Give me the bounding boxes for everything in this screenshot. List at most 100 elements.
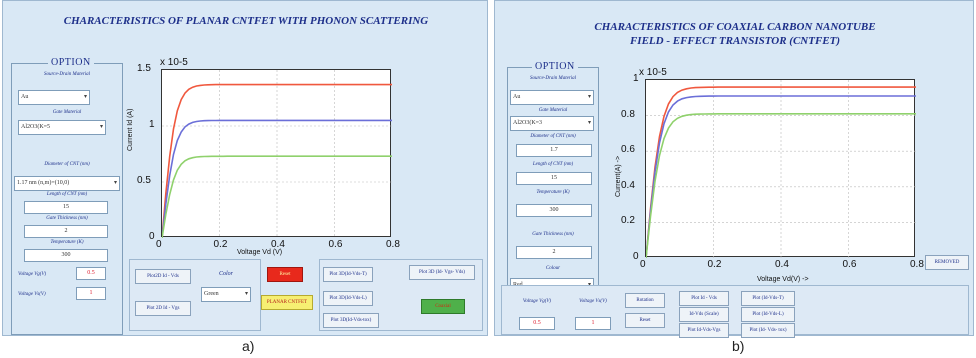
x-tick-label: 0.4 bbox=[775, 259, 789, 270]
temperature-input[interactable]: 300 bbox=[24, 249, 108, 262]
color-select[interactable]: Green ▾ bbox=[201, 287, 251, 302]
gate-thickness-label: Gate Thickness (nm) bbox=[46, 216, 88, 221]
y-tick-label: 0.6 bbox=[621, 144, 635, 156]
x-tick-label: 0 bbox=[156, 239, 162, 250]
vs-label: Voltage Vs(V) bbox=[18, 292, 46, 297]
caption-b: b) bbox=[732, 338, 745, 354]
planar-cntfet-button[interactable]: PLANAR CNTFET bbox=[261, 295, 313, 310]
x-tick-label: 0.8 bbox=[386, 239, 400, 250]
x-tick-label: 0.6 bbox=[328, 239, 343, 250]
series-line-0 bbox=[162, 83, 392, 238]
vs-input[interactable]: 1 bbox=[76, 287, 106, 300]
plot3d-id-vds-l-button[interactable]: Plot 3D(Id-Vds-L) bbox=[323, 291, 373, 306]
series-line-1 bbox=[162, 119, 392, 238]
plot-id-vds-button[interactable]: Plot Id - Vds bbox=[679, 291, 729, 306]
id-vd-plot bbox=[161, 69, 392, 238]
diameter-label: Diameter of CNT (nm) bbox=[530, 134, 576, 139]
y-axis-label: Current Id (A) bbox=[127, 108, 134, 151]
source-drain-select[interactable]: Au ▾ bbox=[510, 90, 594, 105]
vg-input[interactable]: 0.5 bbox=[76, 267, 106, 280]
bottom-controls-group bbox=[501, 285, 969, 335]
y-tick-label: 0 bbox=[633, 251, 639, 262]
chevron-down-icon: ▾ bbox=[244, 291, 248, 297]
y-tick-label: 1 bbox=[633, 73, 639, 84]
vg-input[interactable]: 0.5 bbox=[519, 317, 555, 330]
temperature-input[interactable]: 300 bbox=[516, 204, 592, 217]
vg-label: Voltage Vg(V) bbox=[18, 272, 47, 277]
gate-thickness-label: Gate Thickness (nm) bbox=[532, 232, 574, 237]
source-drain-label: Source-Drain Material bbox=[529, 76, 577, 81]
chevron-down-icon: ▾ bbox=[83, 94, 87, 100]
vs-label: Voltage Vs(V) bbox=[579, 299, 607, 304]
coaxial-button[interactable]: Coaxial bbox=[421, 299, 465, 314]
reset-button[interactable]: Reset bbox=[267, 267, 303, 282]
chevron-down-icon: ▾ bbox=[587, 120, 591, 126]
chevron-down-icon: ▾ bbox=[99, 124, 103, 130]
color-label: Colour bbox=[545, 266, 561, 271]
length-label: Length of CNT (nm) bbox=[46, 192, 88, 197]
gate-thickness-input[interactable]: 2 bbox=[24, 225, 108, 238]
source-drain-select[interactable]: Au ▾ bbox=[18, 90, 90, 105]
plot-id-vds-t-button[interactable]: Plot (Id-Vds-T) bbox=[741, 291, 795, 306]
plot-id-vds-vgs-button[interactable]: Plot Id-Vds-Vgs bbox=[679, 323, 729, 338]
series-line-2 bbox=[162, 155, 392, 238]
plot3d-id-vds-t-button[interactable]: Plot 3D(Id-Vds-T) bbox=[323, 267, 373, 282]
temperature-label: Temperature (K) bbox=[50, 240, 84, 245]
page-title-line1: CHARACTERISTICS OF COAXIAL CARBON NANOTU… bbox=[594, 21, 876, 33]
diameter-input[interactable]: 1.7 bbox=[516, 144, 592, 157]
color-label: Color bbox=[218, 271, 233, 277]
option-group: OPTION Source-Drain Material Au ▾ Gate Ma… bbox=[11, 57, 123, 335]
planar-cntfet-panel: CHARACTERISTICS OF PLANAR CNTFET WITH PH… bbox=[2, 0, 488, 336]
chevron-down-icon: ▾ bbox=[113, 180, 117, 186]
diameter-label: Diameter of CNT (nm) bbox=[44, 162, 90, 167]
y-axis-label: Current(A) -> bbox=[615, 155, 622, 197]
diameter-select[interactable]: 1.17 nm (n,m)=(10,0) ▾ bbox=[14, 176, 120, 191]
plot-id-vds-l-button[interactable]: Plot (Id-Vds-L) bbox=[741, 307, 795, 322]
y-tick-label: 1.5 bbox=[137, 63, 151, 74]
current-voltage-plot bbox=[645, 79, 916, 258]
gate-thickness-input[interactable]: 2 bbox=[516, 246, 592, 259]
plot3d-id-vds-tox-button[interactable]: Plot 3D(Id-Vds-tox) bbox=[323, 313, 379, 328]
id-vd-chart bbox=[162, 70, 392, 238]
y-tick-label: 0 bbox=[149, 231, 155, 242]
length-input[interactable]: 15 bbox=[24, 201, 108, 214]
gate-material-select[interactable]: Al2O3(K=5 ▾ bbox=[18, 120, 106, 135]
y-tick-label: 1 bbox=[149, 119, 155, 130]
plot3d-id-vgs-vds-button[interactable]: Plot 3D (Id- Vgs- Vds) bbox=[409, 265, 475, 280]
length-label: Length of CNT (nm) bbox=[532, 162, 574, 167]
x-axis-label: Voltage Vd (V) bbox=[237, 249, 283, 256]
rotation-button[interactable]: Rotation bbox=[625, 293, 665, 308]
plot2d-id-vds-button[interactable]: Plot2D Id - Vds bbox=[135, 269, 191, 284]
x-tick-label: 0.6 bbox=[842, 259, 857, 270]
length-input[interactable]: 15 bbox=[516, 172, 592, 185]
y-tick-label: 0.8 bbox=[621, 108, 635, 120]
series-line-1 bbox=[646, 95, 916, 258]
option-group: OPTION Source-Drain Material Au ▾ Gate Ma… bbox=[507, 61, 599, 301]
series-line-2 bbox=[646, 112, 916, 258]
y-tick-label: 0.4 bbox=[621, 179, 635, 191]
plot-id-vds-tox-button[interactable]: Plot (Id- Vds- tox) bbox=[741, 323, 795, 338]
y-multiplier: x 10-5 bbox=[160, 57, 188, 68]
gate-material-label: Gate Material bbox=[538, 108, 568, 113]
current-voltage-chart bbox=[646, 80, 916, 258]
vg-label: Voltage Vg(V) bbox=[522, 299, 552, 304]
id-vds-scale-button[interactable]: Id-Vds (Scale) bbox=[679, 307, 729, 322]
reset-button[interactable]: Reset bbox=[625, 313, 665, 328]
page-title-line2: FIELD - EFFECT TRANSISTOR (CNTFET) bbox=[629, 35, 841, 47]
gate-material-label: Gate Material bbox=[52, 110, 82, 115]
plot2d-id-vgs-button[interactable]: Plot 2D Id - Vgs bbox=[135, 301, 191, 316]
x-axis-label: Voltage Vd(V) -> bbox=[757, 276, 809, 283]
x-tick-label: 0.8 bbox=[910, 259, 924, 270]
chevron-down-icon: ▾ bbox=[587, 94, 591, 100]
remove-button[interactable]: REMOVED bbox=[925, 255, 969, 270]
x-tick-label: 0 bbox=[640, 259, 646, 270]
coaxial-cntfet-panel: CHARACTERISTICS OF COAXIAL CARBON NANOTU… bbox=[494, 0, 974, 338]
y-tick-label: 0.2 bbox=[621, 215, 635, 227]
option-legend: OPTION bbox=[48, 57, 94, 68]
source-drain-label: Source-Drain Material bbox=[43, 72, 91, 77]
gate-material-select[interactable]: Al2O3(K=3 ▾ bbox=[510, 116, 594, 131]
vs-input[interactable]: 1 bbox=[575, 317, 611, 330]
x-tick-label: 0.4 bbox=[271, 239, 285, 250]
y-multiplier: x 10-5 bbox=[639, 67, 667, 78]
y-tick-label: 0.5 bbox=[137, 175, 151, 186]
